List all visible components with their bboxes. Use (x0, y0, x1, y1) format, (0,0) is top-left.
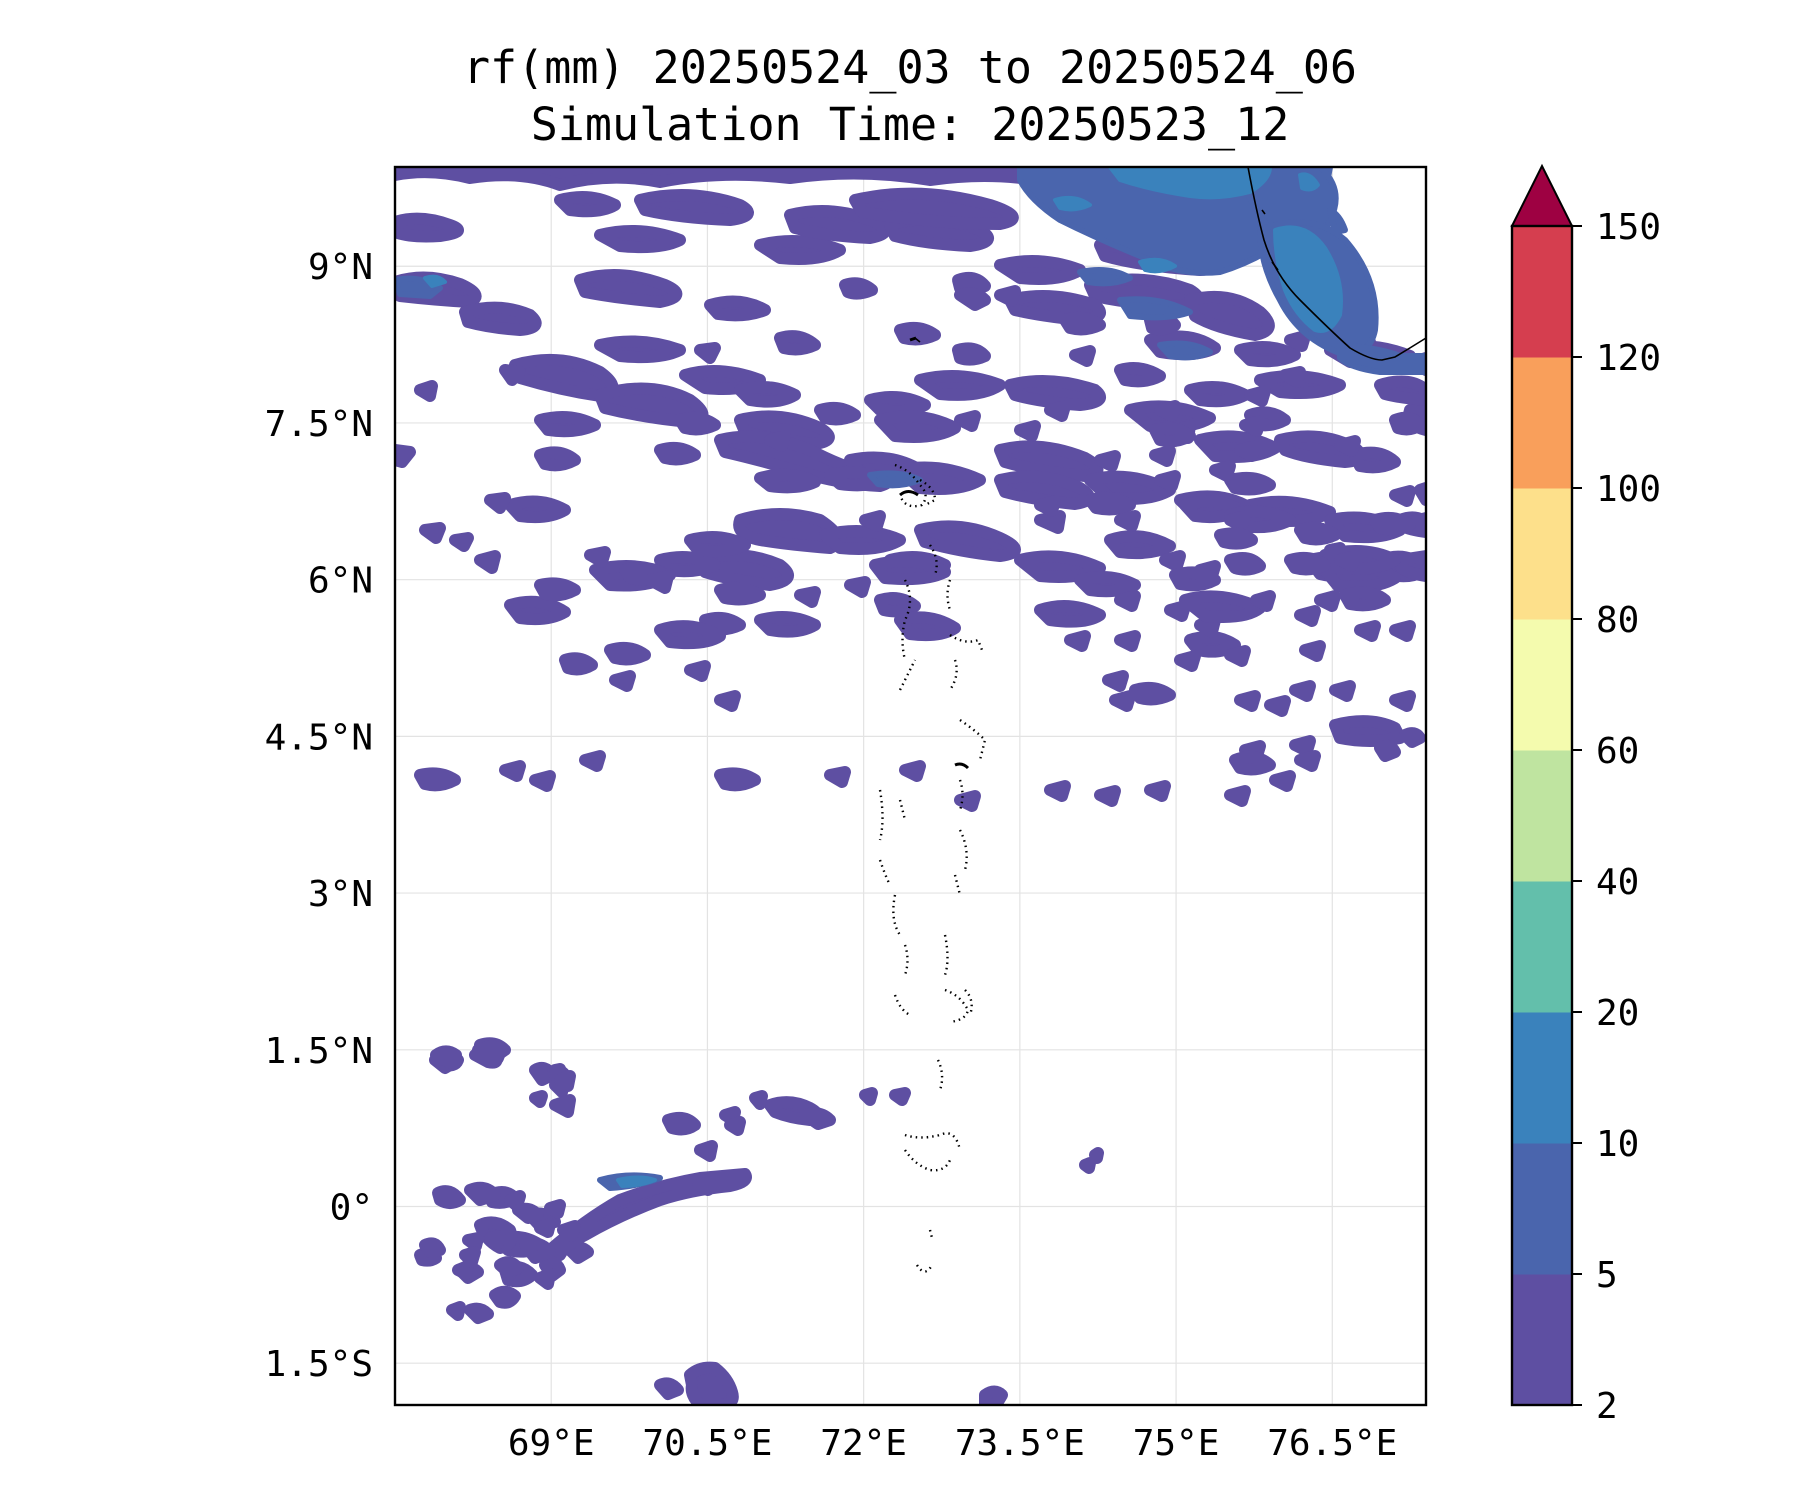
male-atoll (954, 762, 970, 770)
colorbar-segments (1512, 226, 1572, 1406)
colorbar-tick-label: 40 (1596, 862, 1639, 903)
colorbar-extend-arrow (1510, 163, 1574, 227)
x-tick-label: 75°E (1133, 1423, 1220, 1464)
y-tick-label: 6°N (308, 561, 373, 602)
colorbar-tick-label: 150 (1596, 207, 1661, 248)
map-frame (393, 165, 1428, 1407)
map-title-line1: rf(mm) 20250524_03 to 20250524_06 (463, 41, 1357, 94)
x-tick-label: 73.5°E (955, 1423, 1085, 1464)
colorbar-segment (1512, 619, 1572, 751)
y-tick-label: 1.5°N (265, 1031, 373, 1072)
colorbar-tick-label: 10 (1596, 1124, 1639, 1165)
x-tick-label: 70.5°E (642, 1423, 772, 1464)
colorbar-tick-label: 80 (1596, 600, 1639, 641)
colorbar-segment (1512, 226, 1572, 358)
colorbar-ticks: 2 5 10 20 40 60 80 100 120 150 (1572, 207, 1661, 1427)
colorbar-segment (1512, 357, 1572, 489)
map-panel: 69°E 70.5°E 72°E 73.5°E 75°E 76.5°E 9°N 7.5°N 6… (265, 165, 1428, 1464)
colorbar-tick-label: 5 (1596, 1255, 1618, 1296)
rain-heavy-regions (423, 167, 1343, 1188)
map-title-line2: Simulation Time: 20250523_12 (531, 98, 1290, 151)
minicoy-island (909, 336, 917, 342)
colorbar-segment (1512, 1012, 1572, 1144)
colorbar-segment (1512, 1143, 1572, 1275)
maldives-atolls (878, 463, 987, 1273)
colorbar-tick-label: 60 (1596, 731, 1639, 772)
longitude-ticks: 69°E 70.5°E 72°E 73.5°E 75°E 76.5°E (508, 1423, 1397, 1464)
colorbar-tick-label: 2 (1596, 1386, 1618, 1427)
x-tick-label: 76.5°E (1267, 1423, 1397, 1464)
y-tick-label: 0° (330, 1188, 373, 1229)
y-tick-label: 4.5°N (265, 717, 373, 758)
colorbar-tick-label: 20 (1596, 993, 1639, 1034)
y-tick-label: 9°N (308, 247, 373, 288)
coastlines (878, 166, 1427, 1273)
y-tick-label: 7.5°N (265, 404, 373, 445)
colorbar: 2 5 10 20 40 60 80 100 120 150 (1510, 163, 1661, 1427)
colorbar-tick-label: 120 (1596, 338, 1661, 379)
colorbar-tick-label: 100 (1596, 469, 1661, 510)
colorbar-segment (1512, 1274, 1572, 1406)
colorbar-segment (1512, 488, 1572, 620)
indian-coastline (1247, 166, 1427, 361)
y-tick-label: 1.5°S (265, 1344, 373, 1385)
north-atoll (899, 490, 919, 497)
x-tick-label: 72°E (820, 1423, 907, 1464)
latitude-ticks: 9°N 7.5°N 6°N 4.5°N 3°N 1.5°N 0° 1.5°S (265, 247, 373, 1385)
colorbar-segment (1512, 750, 1572, 882)
colorbar-frame (1510, 224, 1574, 1407)
x-tick-label: 69°E (508, 1423, 595, 1464)
colorbar-segment (1512, 881, 1572, 1013)
y-tick-label: 3°N (308, 874, 373, 915)
